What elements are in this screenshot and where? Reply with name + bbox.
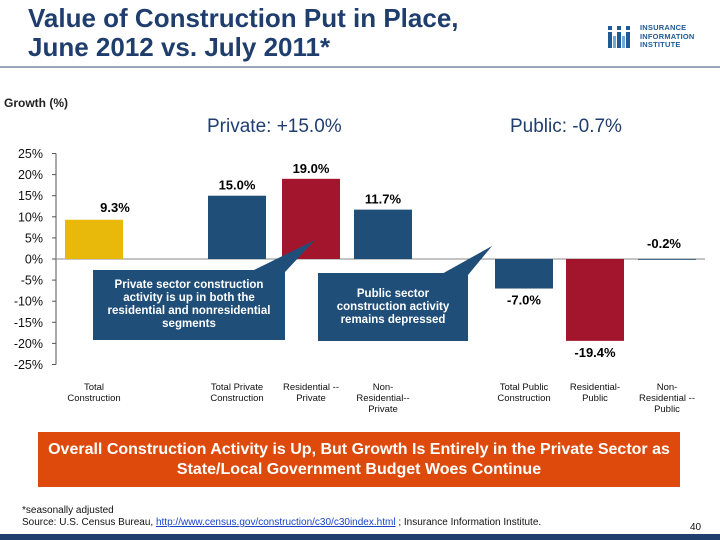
private-header: Private: +15.0% [207,116,342,137]
y-tick-label: 25% [18,147,43,161]
bar [638,259,696,260]
iii-logo: INSURANCE INFORMATION INSTITUTE [608,22,713,58]
bar [495,259,553,289]
public-header: Public: -0.7% [510,116,622,137]
source-line: Source: U.S. Census Bureau, http://www.c… [22,517,541,528]
category-label: Private [368,404,398,415]
logo-line-3: INSTITUTE [640,40,681,49]
bar [354,209,412,259]
y-tick-label: -10% [14,295,43,309]
callout-private: Private sector construction activity is … [93,270,285,340]
bar [65,219,123,259]
bar [208,195,266,259]
logo-line-1: INSURANCE [640,23,687,32]
y-tick-label: 10% [18,210,43,224]
page-number: 40 [690,522,702,533]
logo-wordmark: INSURANCE INFORMATION INSTITUTE [640,23,695,50]
y-tick-label: 0% [25,253,43,267]
y-tick-label: 5% [25,231,43,245]
y-tick-label: -15% [14,316,43,330]
growth-bar-chart: 25% 20% 15% 10% 5% 0% -5% -10% -15% -20% -25% 9.3% T… [14,147,705,415]
category-label: Construction [67,393,120,404]
y-tick-label: -5% [21,274,43,288]
bar-value-label: 11.7% [365,192,402,207]
source-link[interactable]: http://www.census.gov/construction/c30/c… [155,517,396,528]
y-tick-label: -25% [14,358,43,372]
y-tick-label: 15% [18,189,43,203]
footnote: *seasonally adjusted [22,505,114,516]
category-label: Total Private [211,382,263,393]
category-label: Residential -- [639,393,695,404]
bar-value-label: -0.2% [647,236,681,251]
bar-value-label: 9.3% [100,200,130,215]
title-divider [0,66,720,68]
summary-banner: Overall Construction Activity is Up, But… [38,432,680,487]
bar-value-label: 15.0% [219,178,256,193]
bar [566,259,624,341]
iii-logo-icon [608,26,630,48]
y-tick-label: 20% [18,168,43,182]
category-label: Residential-- [356,393,409,404]
source-prefix: Source: U.S. Census Bureau, [22,517,154,528]
logo-line-2: INFORMATION [640,31,695,41]
slide-title: Value of Construction Put in Place, June… [28,4,588,62]
bar-value-label: 19.0% [293,161,330,176]
title-line-2: June 2012 vs. July 2011* [28,32,331,62]
category-label: Construction [210,393,263,404]
bottom-band [0,534,720,540]
title-line-1: Value of Construction Put in Place, [28,3,459,33]
bar-value-label: -7.0% [507,293,541,308]
category-label: Total Public [500,382,549,393]
category-label: Construction [497,393,550,404]
category-label: Private [296,393,326,404]
callout-public: Public sector construction activity rema… [318,273,468,341]
category-label: Residential -- [283,382,339,393]
bar [282,178,340,259]
source-suffix: ; Insurance Information Institute. [398,517,542,528]
bar-value-label: -19.4% [574,345,616,360]
category-label: Non- [373,382,394,393]
category-label: Total [84,382,104,393]
y-tick-label: -20% [14,337,43,351]
category-label: Public [582,393,608,404]
category-label: Non- [657,382,678,393]
growth-axis-label: Growth (%) [4,96,68,110]
category-label: Public [654,404,680,415]
category-label: Residential- [570,382,620,393]
